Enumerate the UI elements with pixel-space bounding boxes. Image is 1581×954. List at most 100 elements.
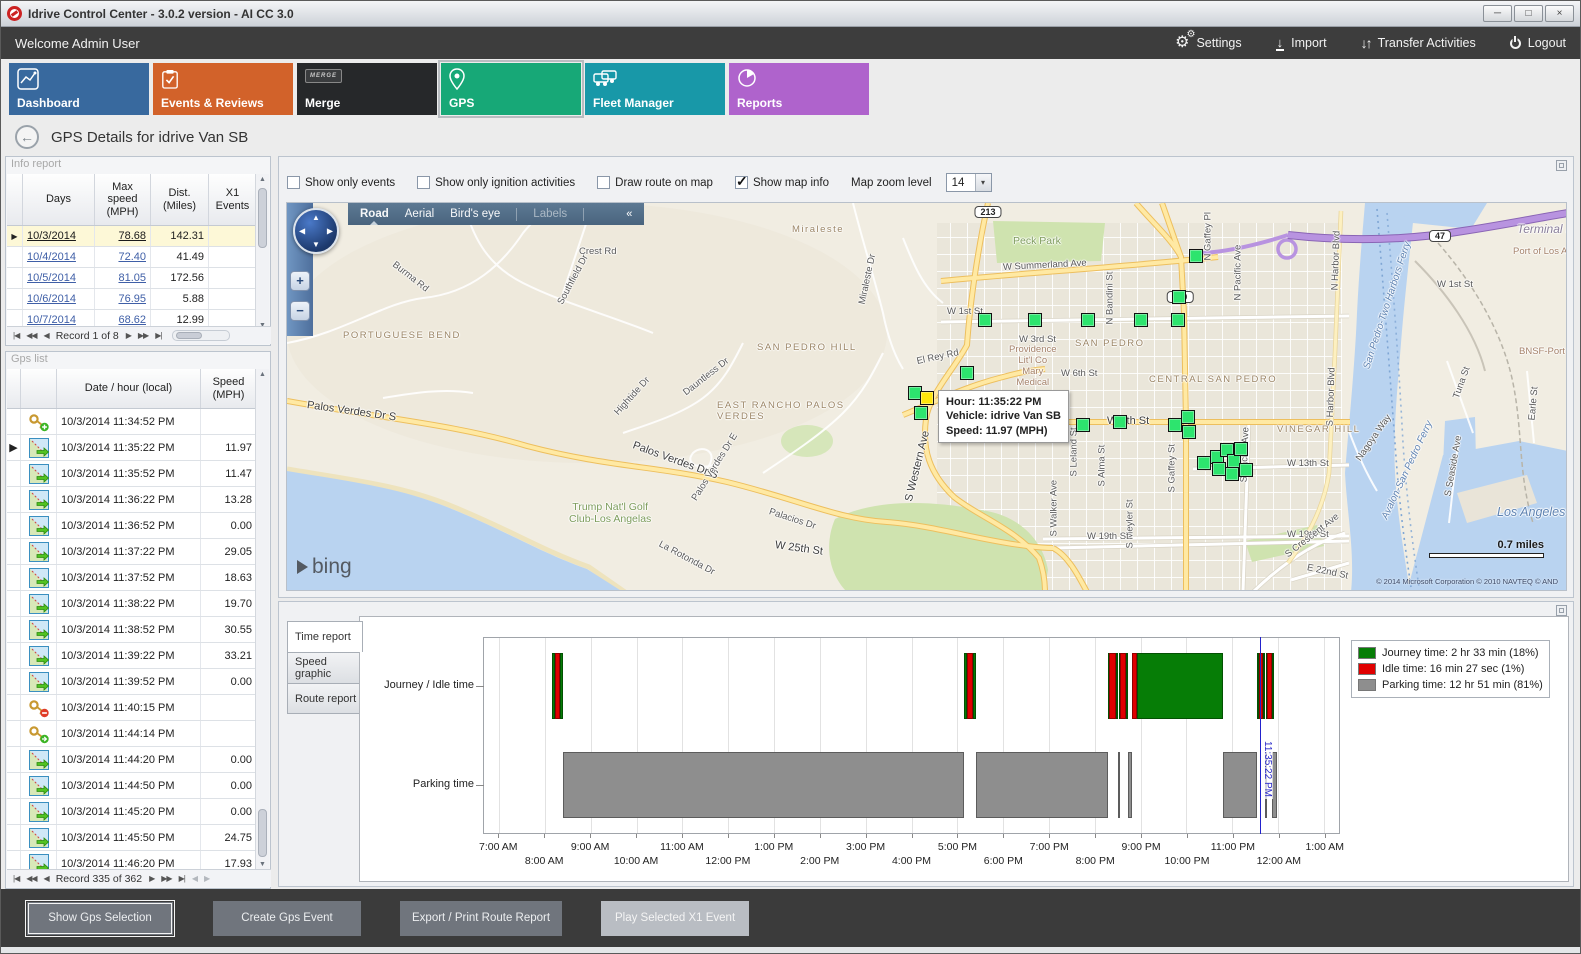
map[interactable]: Miraleste Crest Rd Burma Rd Southfield Dr Mi… [286,202,1567,591]
pan-left-icon[interactable]: ◀ [299,226,306,236]
gps-list-scrollbar[interactable]: ▲ ▼ [255,369,269,870]
day-link[interactable]: 10/4/2014 [27,251,76,263]
gps-marker[interactable] [1181,410,1195,424]
minimize-button[interactable]: ─ [1483,5,1512,22]
pager-last-icon[interactable]: ▶| [178,874,186,883]
menu-item-settings[interactable]: ⚙ ⚙ Settings [1175,30,1242,51]
day-link[interactable]: 10/7/2014 [27,314,76,326]
gps-marker[interactable] [1168,418,1182,432]
scroll-down-icon[interactable]: ▼ [259,861,266,868]
info-col-header[interactable]: X1 Events [209,174,257,225]
pager-first-icon[interactable]: |◀ [13,874,20,883]
gps-list-row[interactable]: 10/3/2014 11:36:52 PM 0.00 [7,513,257,539]
gps-list-row[interactable]: 10/3/2014 11:39:22 PM 33.21 [7,643,257,669]
create-gps-event-button[interactable]: Create Gps Event [213,900,361,936]
day-link[interactable]: 10/6/2014 [27,293,76,305]
checkbox-draw-route-on-map[interactable]: Draw route on map [597,176,713,189]
hscroll-thumb[interactable] [176,332,203,339]
gps-marker[interactable] [1225,467,1239,481]
map-style-aerial[interactable]: Aerial [404,208,435,220]
gps-list-row[interactable]: 10/3/2014 11:36:22 PM 13.28 [7,487,257,513]
gps-list-row[interactable]: 10/3/2014 11:45:20 PM 0.00 [7,799,257,825]
scroll-up-icon[interactable]: ▲ [259,371,266,378]
scroll-thumb[interactable] [258,188,267,248]
gps-list-row[interactable]: 10/3/2014 11:46:20 PM 17.93 [7,851,257,870]
map-zoom-out-button[interactable]: − [290,301,310,321]
checkbox-show-map-info[interactable]: Show map info [734,173,829,190]
gps-marker[interactable] [978,313,992,327]
pager-last-icon[interactable]: ▶| [155,331,162,340]
info-col-header[interactable]: Max speed (MPH) [95,174,151,225]
max-speed-link[interactable]: 76.95 [118,293,146,305]
map-style-bird-s-eye[interactable]: Bird's eye [450,208,501,220]
gps-marker[interactable] [1182,425,1196,439]
pan-up-icon[interactable]: ▲ [312,213,320,222]
gps-list-row[interactable]: 10/3/2014 11:34:52 PM [7,409,257,435]
info-col-header[interactable]: Dist. (Miles) [151,174,209,225]
gps-marker[interactable] [1189,249,1203,263]
pager-fastprev-icon[interactable]: ◀◀ [26,874,37,883]
max-speed-link[interactable]: 81.05 [118,272,146,284]
gps-marker[interactable] [1113,415,1127,429]
checkbox-icon[interactable] [287,176,300,189]
map-zoom-in-button[interactable]: + [290,271,310,291]
gps-marker[interactable] [1212,462,1226,476]
selected-gps-marker[interactable] [920,391,934,405]
dropdown-arrow-icon[interactable]: ▾ [974,174,991,191]
map-panel-collapse-icon[interactable] [1556,160,1567,171]
gps-col-header[interactable]: Speed (MPH) [201,369,257,408]
map-zoom-level-select[interactable]: 14 ▾ [945,173,992,192]
pager-prev-icon[interactable]: ◀ [43,331,50,340]
maximize-button[interactable]: □ [1514,5,1543,22]
info-report-row[interactable]: 10/5/2014 81.05 172.56 [7,268,257,289]
pan-down-icon[interactable]: ▼ [312,240,320,249]
chart-panel-collapse-icon[interactable] [1556,605,1567,616]
gps-marker[interactable] [1234,442,1248,456]
gps-marker[interactable] [1081,313,1095,327]
chart-tab-time-report[interactable]: Time report [287,621,363,652]
chart-tab-speed-graphic[interactable]: Speed graphic [287,652,361,683]
nav-tile-events-reviews[interactable]: Events & Reviews [153,63,293,115]
back-button[interactable]: ← [15,125,39,149]
gps-marker[interactable] [1134,313,1148,327]
pager-prev-icon[interactable]: ◀ [43,874,50,883]
gps-marker[interactable] [1239,463,1253,477]
scroll-down-icon[interactable]: ▼ [256,322,269,329]
gps-marker[interactable] [1172,290,1186,304]
gps-col-header[interactable]: Date / hour (local) [57,369,201,408]
gps-list-row[interactable]: 10/3/2014 11:44:50 PM 0.00 [7,773,257,799]
gps-list-row[interactable]: 10/3/2014 11:37:22 PM 29.05 [7,539,257,565]
menu-item-transfer-activities[interactable]: ↓↑ Transfer Activities [1361,35,1476,51]
pager-fastnext-icon[interactable]: ▶▶ [137,331,149,340]
gps-list-row[interactable]: 10/3/2014 11:39:52 PM 0.00 [7,669,257,695]
gps-list-row[interactable]: 10/3/2014 11:44:14 PM [7,721,257,747]
gps-marker[interactable] [960,366,974,380]
nav-tile-gps[interactable]: GPS [438,60,584,118]
pager-hscrollbar[interactable] [172,330,231,341]
pager-fastprev-icon[interactable]: ◀◀ [26,331,37,340]
pager-first-icon[interactable]: |◀ [13,331,20,340]
max-speed-link[interactable]: 72.40 [118,251,146,263]
map-pan-compass[interactable]: ▲ ▼ ◀ ▶ [293,208,339,254]
max-speed-link[interactable]: 68.62 [118,314,146,326]
gps-marker[interactable] [1171,313,1185,327]
gps-list-row[interactable]: 10/3/2014 11:44:20 PM 0.00 [7,747,257,773]
close-button[interactable]: × [1545,5,1574,22]
gps-list-row[interactable]: 10/3/2014 11:40:15 PM [7,695,257,721]
gps-list-row[interactable]: 10/3/2014 11:38:52 PM 30.55 [7,617,257,643]
chart-tab-route-report[interactable]: Route report [287,683,361,714]
menu-item-logout[interactable]: Logout [1509,35,1566,51]
show-gps-selection-button[interactable]: Show Gps Selection [26,900,174,936]
nav-tile-merge[interactable]: MERGE Merge [297,63,437,115]
gps-list-row[interactable]: 10/3/2014 11:38:22 PM 19.70 [7,591,257,617]
menu-item-import[interactable]: ↓ Import [1275,35,1327,51]
checkbox-icon[interactable] [734,173,748,190]
gps-marker[interactable] [914,406,928,420]
map-nav-collapse[interactable]: « [626,208,633,220]
gps-marker[interactable] [1028,313,1042,327]
info-col-header[interactable]: Days [23,174,95,225]
day-link[interactable]: 10/3/2014 [27,230,76,242]
info-report-row[interactable]: 10/4/2014 72.40 41.49 [7,247,257,268]
nav-tile-reports[interactable]: Reports [729,63,869,115]
info-report-scrollbar[interactable]: ▲▼ [255,174,269,331]
